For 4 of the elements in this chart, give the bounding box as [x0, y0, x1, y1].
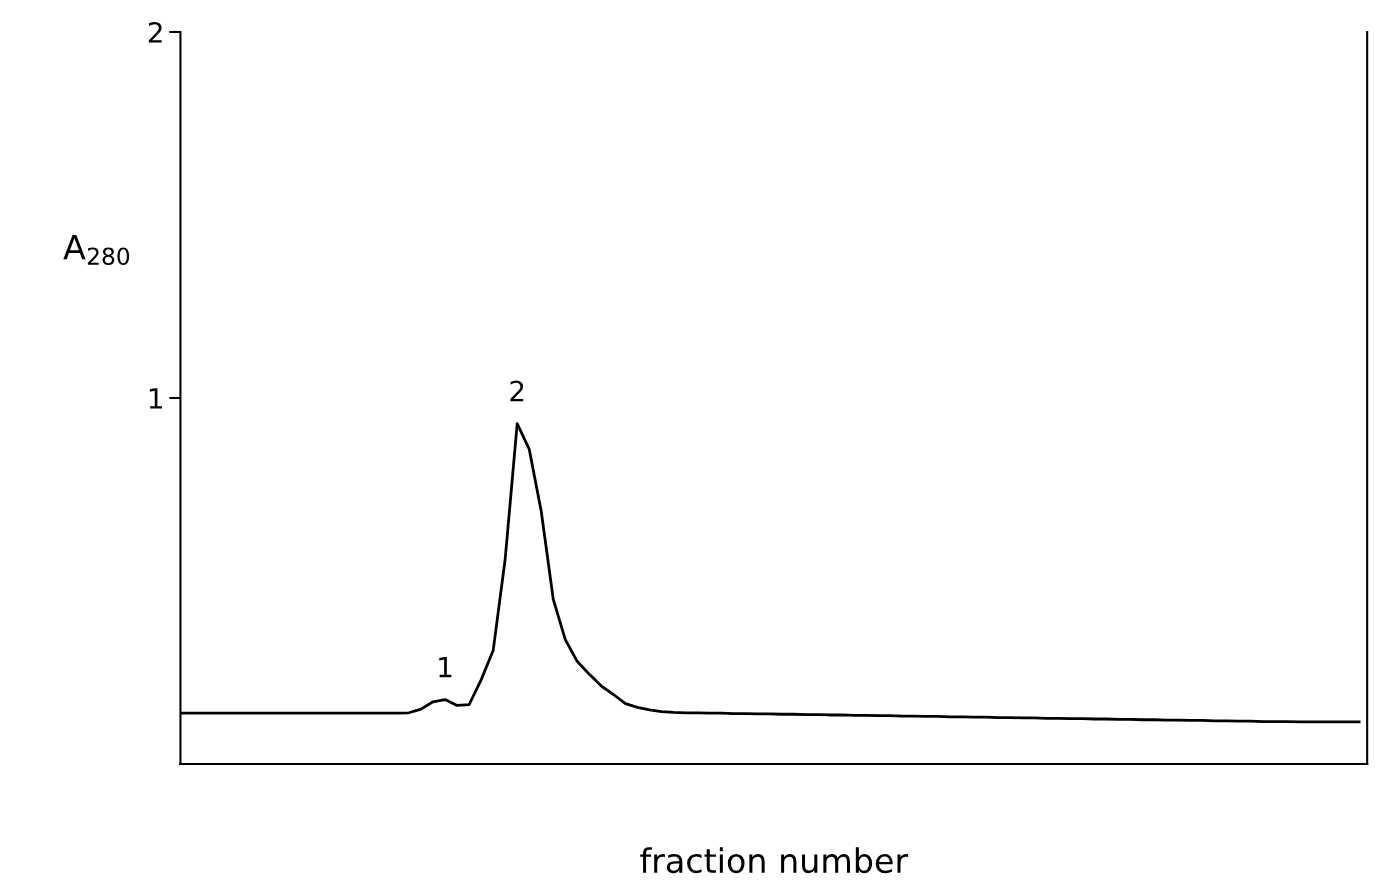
annotation: 2	[510, 380, 524, 402]
annotation: 1	[439, 656, 452, 678]
y-axis-title: A$_{280}$	[63, 234, 130, 266]
x-axis-title: fraction number	[640, 847, 909, 874]
